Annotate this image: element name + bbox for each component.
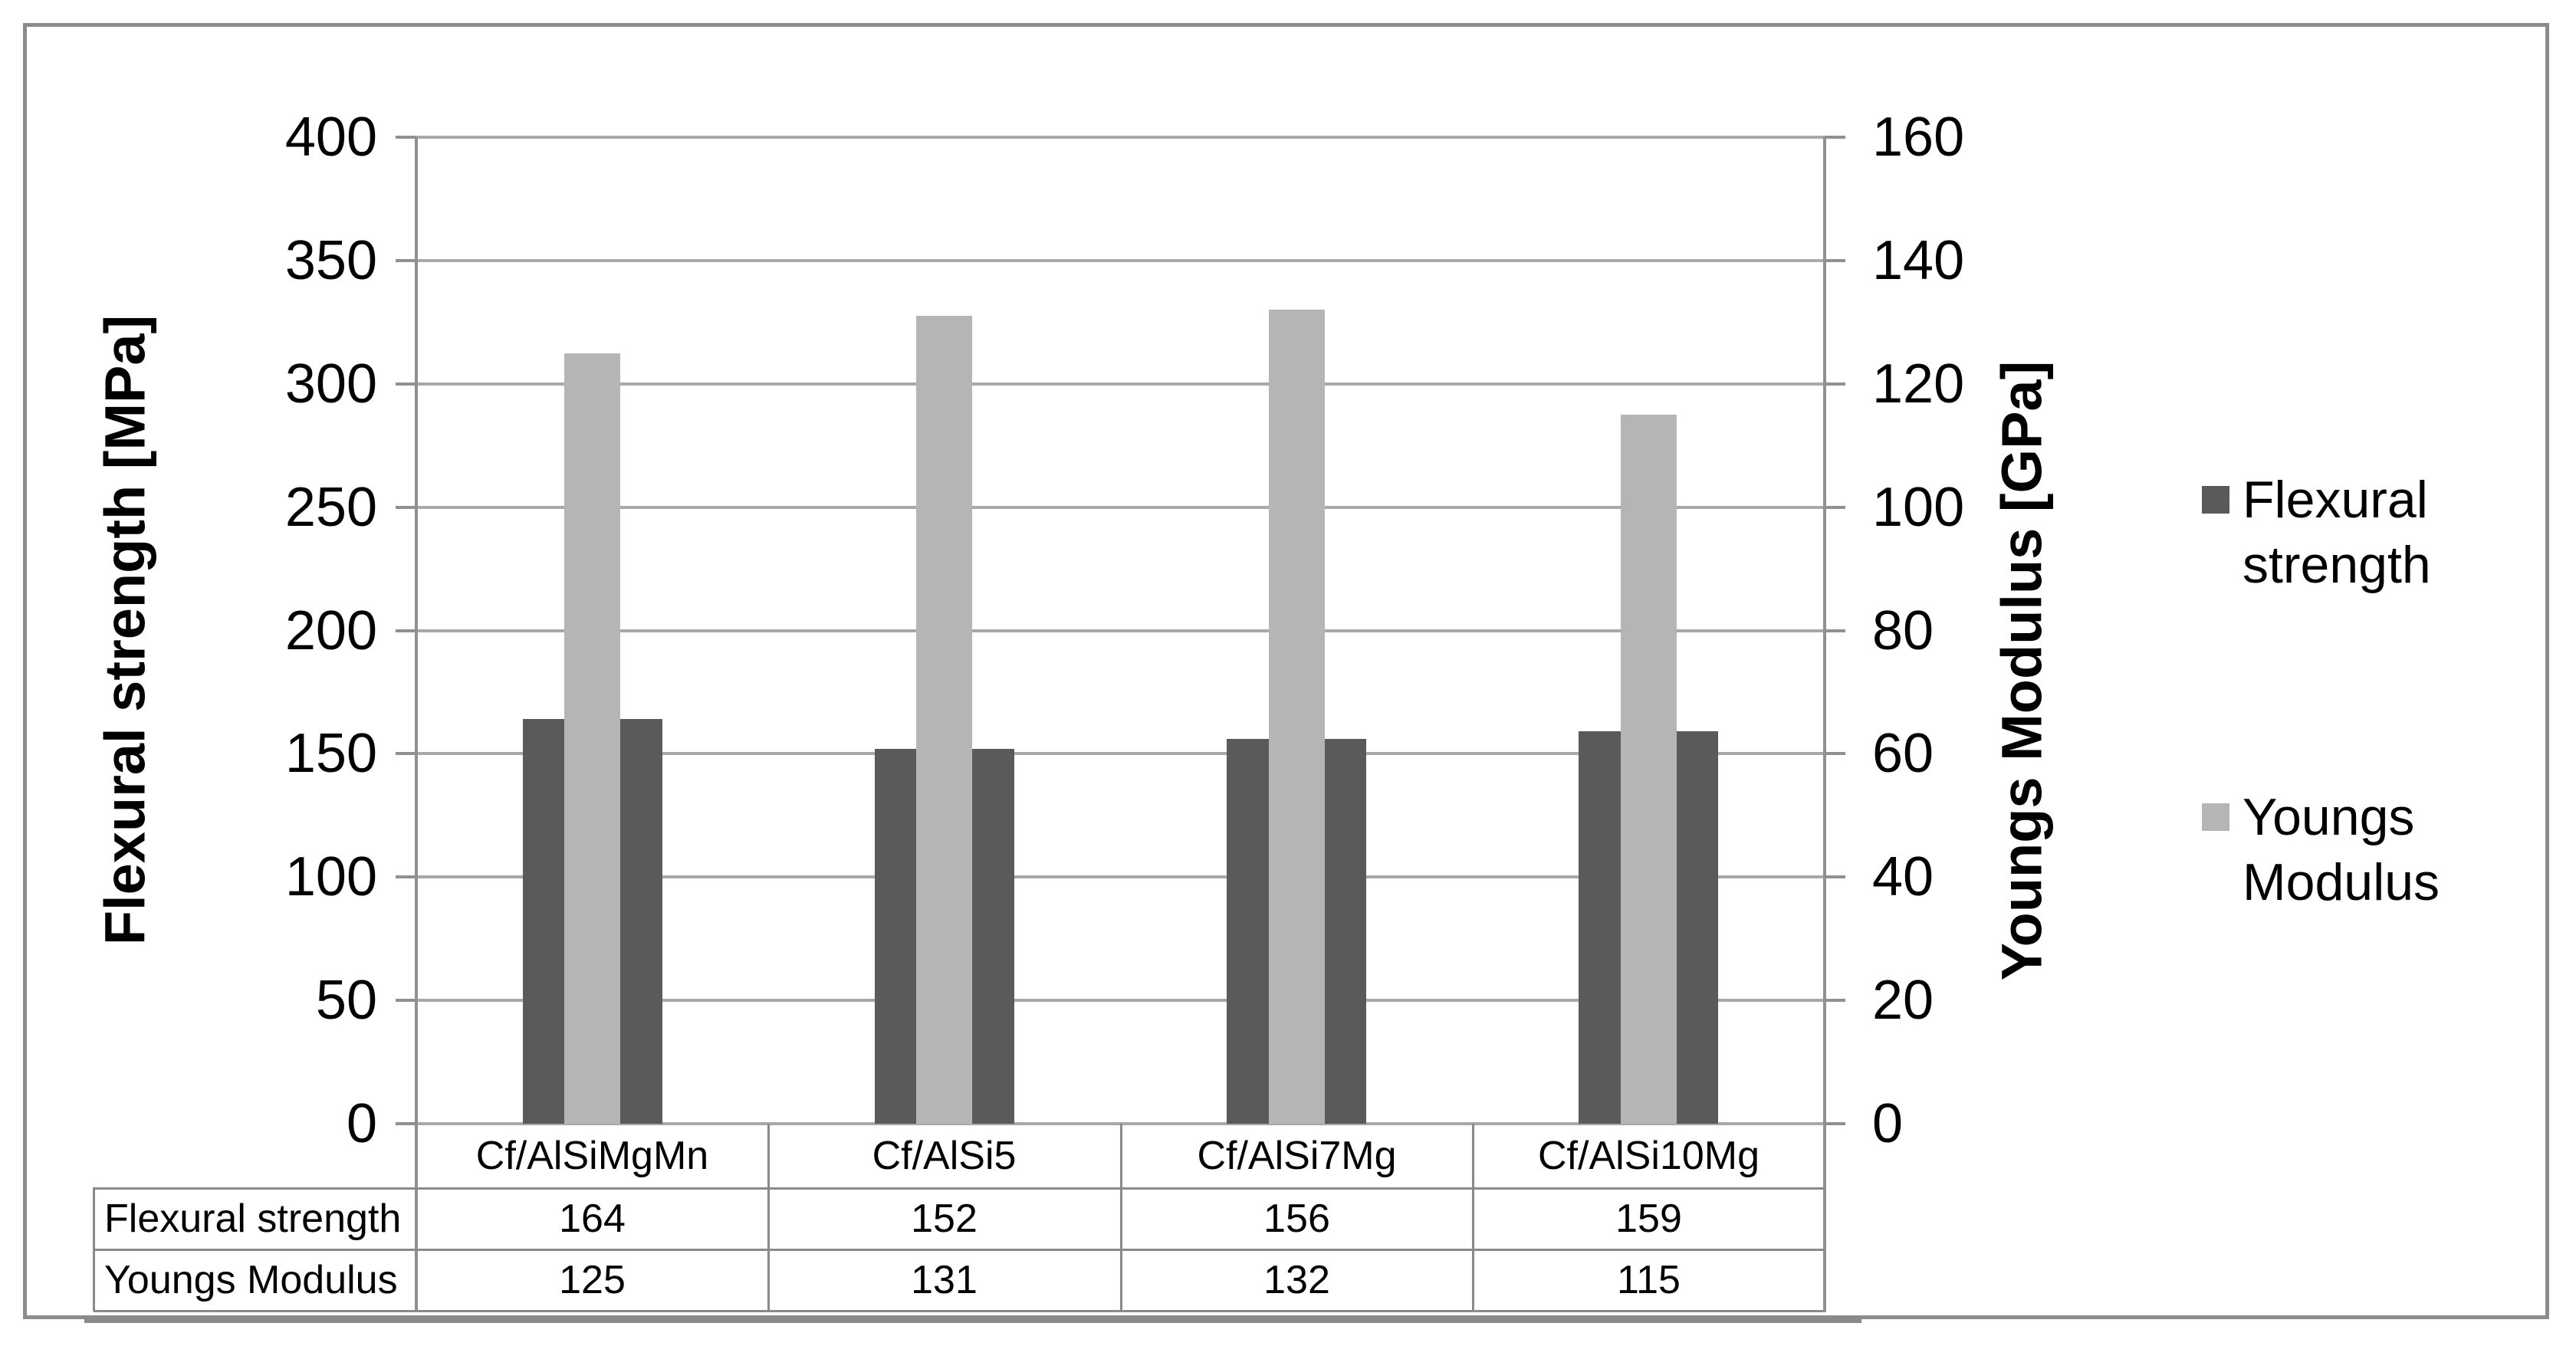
right-tick-140: [1825, 259, 1845, 262]
gridline-100: [416, 875, 1825, 878]
right-axis-tick-label-140: 140: [1872, 230, 1965, 291]
right-tick-100: [1825, 506, 1845, 509]
table-left-border: [93, 1187, 95, 1312]
right-axis-line: [1823, 137, 1826, 1312]
right-tick-160: [1825, 136, 1845, 139]
right-tick-120: [1825, 382, 1845, 386]
legend-item-1: Youngs Modulus: [2202, 785, 2440, 915]
legend-item-0: Flexural strength: [2202, 468, 2431, 598]
table-cell-0-3: 159: [1615, 1197, 1682, 1241]
gridline-150: [416, 752, 1825, 755]
left-tick-300: [396, 382, 416, 386]
table-vline-2: [1120, 1124, 1122, 1311]
right-axis-tick-label-60: 60: [1872, 723, 1934, 784]
right-axis-title: Youngs Modulus [GPa]: [1990, 360, 2054, 981]
bar-youngs-modulus-0: [564, 353, 620, 1124]
right-tick-80: [1825, 629, 1845, 632]
right-axis-tick-label-20: 20: [1872, 970, 1934, 1031]
bar-youngs-modulus-2: [1269, 310, 1325, 1124]
left-tick-150: [396, 752, 416, 755]
table-hline-2: [94, 1310, 1825, 1312]
left-tick-100: [396, 875, 416, 878]
left-tick-250: [396, 506, 416, 509]
right-axis-tick-label-100: 100: [1872, 477, 1965, 538]
category-label-0: Cf/AlSiMgMn: [475, 1134, 709, 1178]
right-tick-20: [1825, 999, 1845, 1002]
right-tick-0: [1825, 1122, 1845, 1125]
table-cell-0-2: 156: [1263, 1197, 1330, 1241]
category-axis-heavy-line: [84, 1316, 1861, 1323]
table-cell-1-1: 131: [911, 1258, 978, 1302]
left-axis-tick-label-350: 350: [284, 230, 377, 291]
table-hline-1: [94, 1249, 1825, 1251]
table-row-label-1: Youngs Modulus: [104, 1258, 398, 1302]
table-cell-0-0: 164: [559, 1197, 626, 1241]
legend-swatch-0: [2202, 486, 2229, 514]
bar-youngs-modulus-1: [916, 316, 972, 1124]
category-label-2: Cf/AlSi7Mg: [1197, 1134, 1397, 1178]
table-cell-1-0: 125: [559, 1258, 626, 1302]
right-axis-tick-label-120: 120: [1872, 353, 1965, 415]
table-vline-3: [1472, 1124, 1474, 1311]
left-tick-350: [396, 259, 416, 262]
left-axis-tick-label-50: 50: [315, 970, 377, 1031]
right-tick-40: [1825, 875, 1845, 878]
gridline-350: [416, 259, 1825, 262]
left-axis-tick-label-300: 300: [284, 353, 377, 415]
left-axis-line: [415, 137, 418, 1312]
legend-label-1: Youngs Modulus: [2242, 788, 2440, 911]
right-tick-60: [1825, 752, 1845, 755]
right-axis-tick-label-40: 40: [1872, 846, 1934, 908]
table-vline-1: [767, 1124, 770, 1311]
legend-label-0: Flexural strength: [2242, 471, 2431, 594]
table-cell-0-1: 152: [911, 1197, 978, 1241]
right-axis-tick-label-80: 80: [1872, 600, 1934, 662]
category-label-1: Cf/AlSi5: [872, 1134, 1017, 1178]
table-cell-1-3: 115: [1617, 1258, 1681, 1302]
table-cell-1-2: 132: [1263, 1258, 1330, 1302]
gridline-200: [416, 629, 1825, 632]
left-axis-tick-label-0: 0: [346, 1093, 377, 1154]
gridline-250: [416, 506, 1825, 509]
right-axis-tick-label-0: 0: [1872, 1093, 1904, 1154]
table-hline-0: [94, 1187, 1825, 1190]
gridline-50: [416, 999, 1825, 1002]
left-tick-0: [396, 1122, 416, 1125]
left-axis-tick-label-200: 200: [284, 600, 377, 662]
left-axis-tick-label-150: 150: [284, 723, 377, 784]
bar-youngs-modulus-3: [1621, 415, 1677, 1124]
left-axis-tick-label-100: 100: [284, 846, 377, 908]
left-tick-50: [396, 999, 416, 1002]
left-axis-tick-label-250: 250: [284, 477, 377, 538]
left-axis-title: Flexural strength [MPa]: [93, 314, 157, 946]
table-row-label-0: Flexural strength: [104, 1197, 402, 1241]
left-tick-200: [396, 629, 416, 632]
gridline-300: [416, 382, 1825, 386]
left-tick-400: [396, 136, 416, 139]
gridline-400: [416, 136, 1825, 139]
legend-swatch-1: [2202, 803, 2229, 831]
right-axis-tick-label-160: 160: [1872, 107, 1965, 168]
category-label-3: Cf/AlSi10Mg: [1538, 1134, 1760, 1178]
left-axis-tick-label-400: 400: [284, 107, 377, 168]
